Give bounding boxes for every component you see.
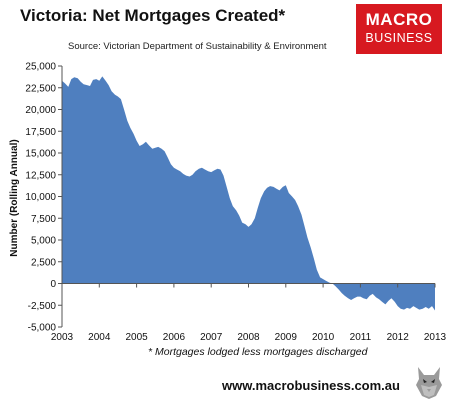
x-tick-label: 2011 <box>350 332 372 343</box>
x-tick-label: 2005 <box>125 332 148 343</box>
x-tick-label: 2006 <box>163 332 186 343</box>
chart-footnote: * Mortgages lodged less mortgages discha… <box>148 346 368 358</box>
chart-title: Victoria: Net Mortgages Created* <box>20 6 286 25</box>
area-series-0 <box>62 76 435 311</box>
y-tick-label: 15,000 <box>25 149 56 160</box>
wolf-logo-icon <box>416 367 442 399</box>
chart-source: Source: Victorian Department of Sustaina… <box>68 41 327 52</box>
y-axis-label: Number (Rolling Annual) <box>9 139 20 256</box>
website-url[interactable]: www.macrobusiness.com.au <box>222 378 400 393</box>
x-tick-label: 2012 <box>387 332 410 343</box>
y-tick-label: 25,000 <box>25 62 56 73</box>
y-tick-label: -2,500 <box>28 301 57 312</box>
y-tick-label: 12,500 <box>25 170 56 181</box>
x-tick-label: 2003 <box>51 332 74 343</box>
macrobusiness-logo: MACRO BUSINESS <box>356 4 442 54</box>
y-tick-label: -5,000 <box>28 323 57 334</box>
y-tick-label: 5,000 <box>31 236 56 247</box>
y-tick-label: 17,500 <box>25 127 56 138</box>
x-tick-label: 2009 <box>275 332 298 343</box>
y-tick-label: 20,000 <box>25 105 56 116</box>
x-tick-label: 2008 <box>237 332 260 343</box>
logo-line-2: BUSINESS <box>365 31 433 45</box>
x-tick-label: 2007 <box>200 332 223 343</box>
logo-line-1: MACRO <box>365 10 433 29</box>
y-tick-label: 0 <box>50 279 56 290</box>
y-tick-label: 7,500 <box>31 214 56 225</box>
x-tick-label: 2010 <box>312 332 335 343</box>
y-tick-label: 22,500 <box>25 83 56 94</box>
x-tick-label: 2013 <box>424 332 447 343</box>
x-tick-label: 2004 <box>88 332 111 343</box>
y-tick-label: 2,500 <box>31 257 56 268</box>
y-tick-label: 10,000 <box>25 192 56 203</box>
